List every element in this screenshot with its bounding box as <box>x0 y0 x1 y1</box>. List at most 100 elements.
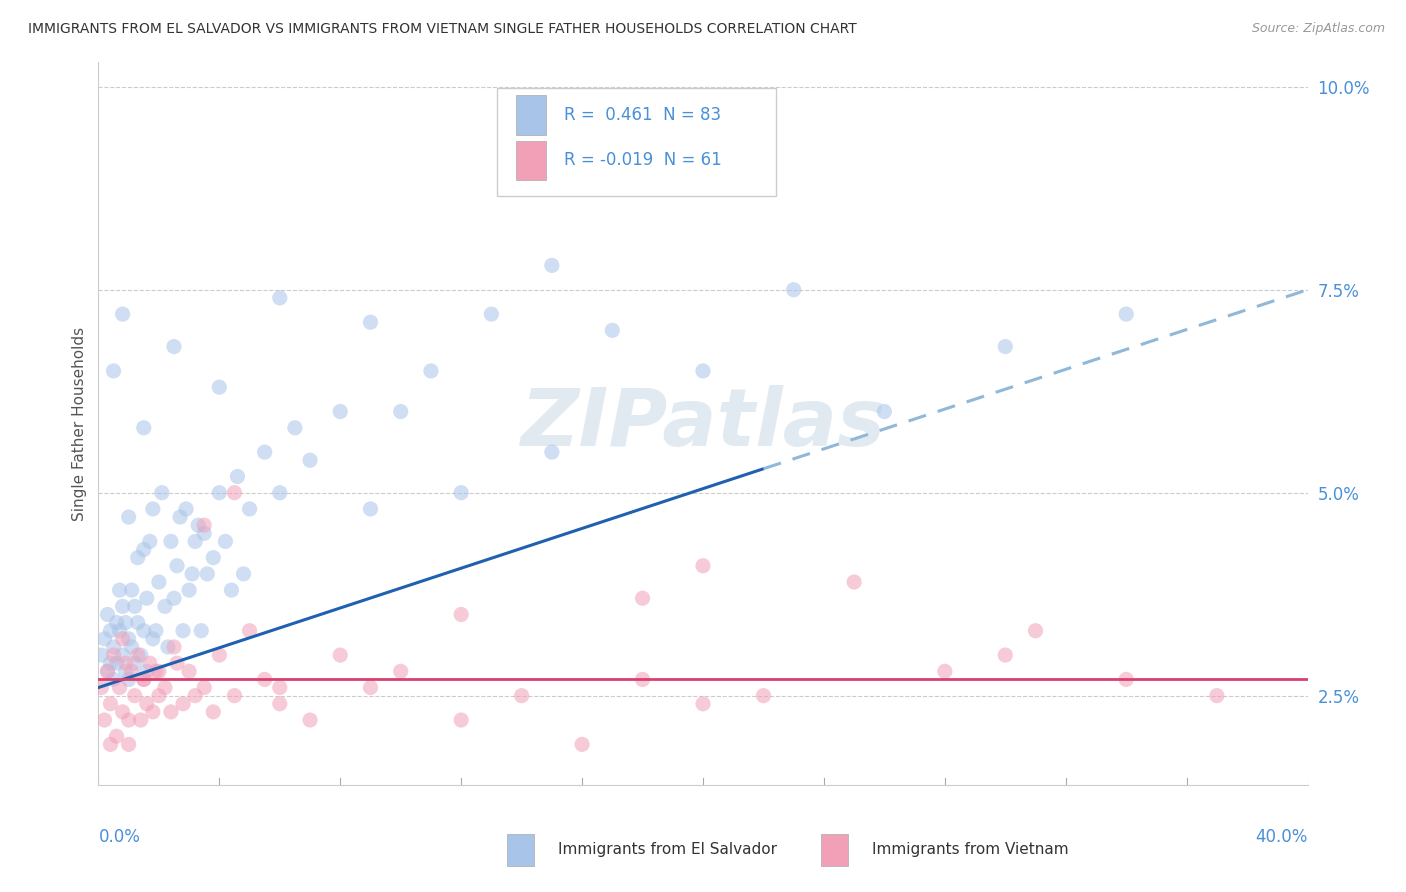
Text: Immigrants from El Salvador: Immigrants from El Salvador <box>558 842 778 857</box>
Point <box>510 689 533 703</box>
Point <box>96 607 118 622</box>
Point <box>100 737 122 751</box>
Point <box>174 502 197 516</box>
Point <box>142 632 165 646</box>
Point <box>1024 624 1046 638</box>
Point <box>269 485 291 500</box>
Point <box>156 640 179 654</box>
Point <box>481 307 503 321</box>
Point <box>450 607 472 622</box>
Point <box>135 591 157 606</box>
Point <box>692 697 714 711</box>
Point <box>389 404 412 418</box>
Point <box>105 615 128 630</box>
Text: Source: ZipAtlas.com: Source: ZipAtlas.com <box>1251 22 1385 36</box>
Point <box>135 665 157 679</box>
Point <box>450 485 472 500</box>
Point <box>129 648 152 662</box>
Point <box>224 485 246 500</box>
Point <box>540 259 562 273</box>
FancyBboxPatch shape <box>516 95 546 135</box>
Point <box>111 307 134 321</box>
Point <box>163 640 186 654</box>
Point <box>202 550 225 565</box>
Point <box>139 534 162 549</box>
Point <box>132 673 155 687</box>
Point <box>145 665 167 679</box>
Point <box>103 648 125 662</box>
Point <box>1115 307 1137 321</box>
Text: Immigrants from Vietnam: Immigrants from Vietnam <box>872 842 1069 857</box>
Point <box>166 656 188 670</box>
Point <box>602 323 624 337</box>
Point <box>224 689 246 703</box>
Point <box>108 583 131 598</box>
Point <box>103 640 125 654</box>
Point <box>179 583 201 598</box>
Point <box>450 713 472 727</box>
Point <box>193 518 215 533</box>
Point <box>631 591 654 606</box>
Point <box>100 624 122 638</box>
Point <box>269 291 291 305</box>
Point <box>208 380 231 394</box>
Point <box>226 469 249 483</box>
Point <box>181 566 204 581</box>
Point <box>571 737 593 751</box>
Point <box>329 404 352 418</box>
Point <box>934 665 956 679</box>
Point <box>360 502 382 516</box>
Point <box>193 526 215 541</box>
Point <box>187 518 209 533</box>
Point <box>129 713 152 727</box>
Point <box>299 713 322 727</box>
Point <box>121 665 143 679</box>
Point <box>153 681 176 695</box>
Point <box>127 648 149 662</box>
Point <box>153 599 176 614</box>
Y-axis label: Single Father Households: Single Father Households <box>72 326 87 521</box>
Point <box>232 566 254 581</box>
Point <box>752 689 775 703</box>
Point <box>360 681 382 695</box>
Point <box>111 632 134 646</box>
Point <box>111 599 134 614</box>
Point <box>111 648 134 662</box>
Point <box>93 632 115 646</box>
Point <box>132 421 155 435</box>
FancyBboxPatch shape <box>498 87 776 196</box>
Point <box>103 673 125 687</box>
Point <box>239 624 262 638</box>
Point <box>127 615 149 630</box>
Text: 40.0%: 40.0% <box>1256 829 1308 847</box>
Point <box>253 445 276 459</box>
Point <box>121 640 143 654</box>
Point <box>360 315 382 329</box>
Point <box>90 648 112 662</box>
Point <box>145 624 167 638</box>
Point <box>111 705 134 719</box>
Point <box>142 705 165 719</box>
Point <box>208 485 231 500</box>
Point <box>172 697 194 711</box>
Point <box>184 534 207 549</box>
Point <box>100 656 122 670</box>
Point <box>108 624 131 638</box>
Point <box>108 681 131 695</box>
Point <box>540 445 562 459</box>
Point <box>114 615 136 630</box>
Point <box>214 534 236 549</box>
Point <box>124 599 146 614</box>
Point <box>105 729 128 743</box>
Point <box>132 673 155 687</box>
Point <box>105 656 128 670</box>
Point <box>132 624 155 638</box>
Point <box>93 713 115 727</box>
FancyBboxPatch shape <box>821 834 848 866</box>
Point <box>118 737 141 751</box>
Point <box>118 510 141 524</box>
Point <box>692 558 714 573</box>
Point <box>139 656 162 670</box>
Point <box>221 583 243 598</box>
Point <box>269 681 291 695</box>
